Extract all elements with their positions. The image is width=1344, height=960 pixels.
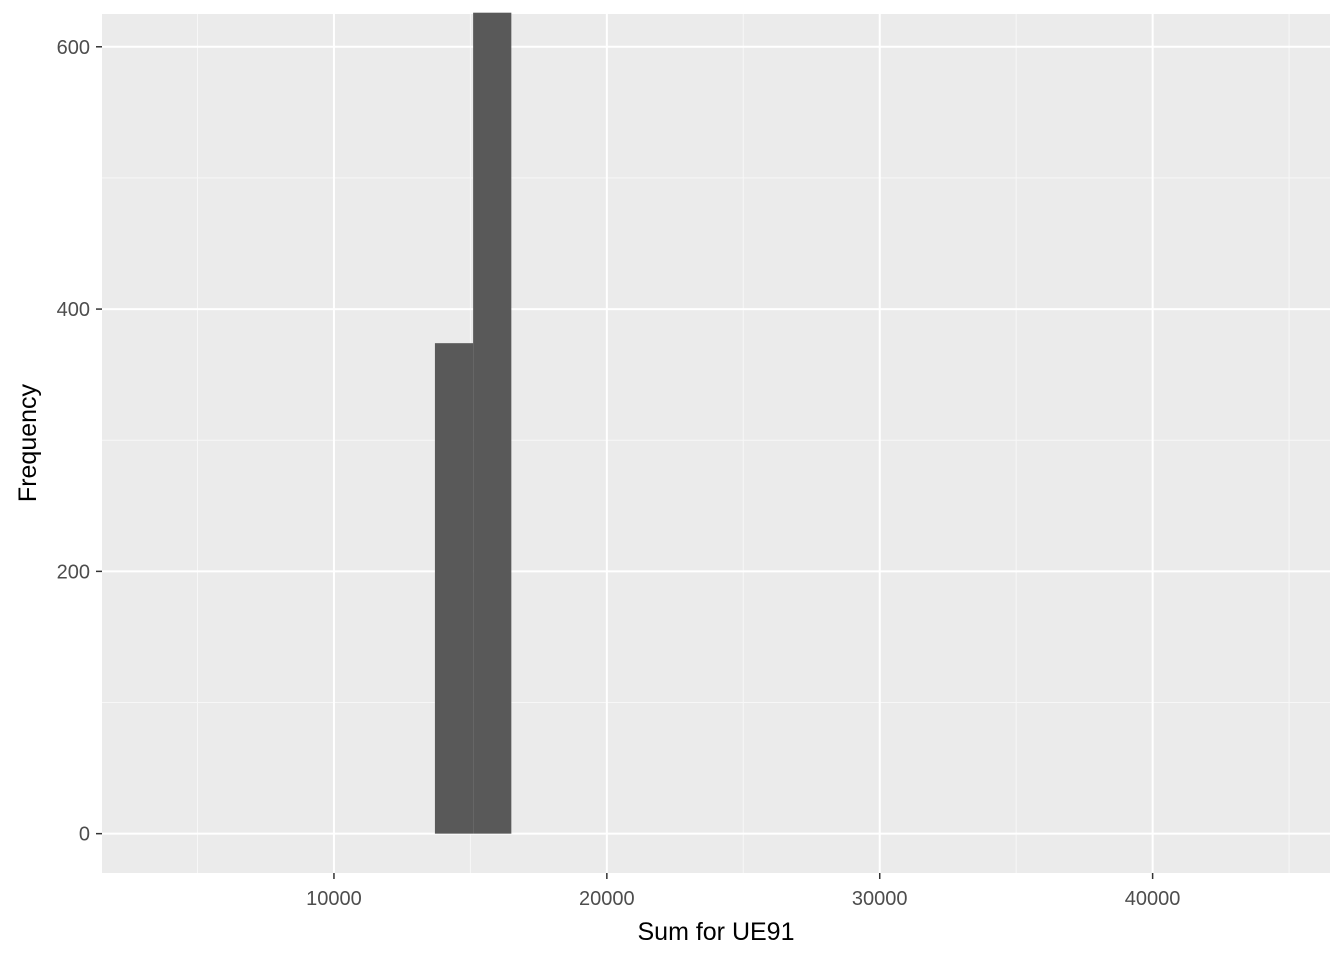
- y-tick-label: 0: [79, 824, 90, 846]
- y-tick-label: 400: [57, 299, 90, 321]
- y-tick-label: 200: [57, 561, 90, 583]
- x-tick-label: 40000: [1125, 888, 1181, 910]
- histogram-bar: [473, 12, 512, 834]
- x-tick-label: 30000: [852, 888, 908, 910]
- x-tick-label: 10000: [306, 888, 362, 910]
- x-axis: 10000 20000 30000 40000: [306, 873, 1180, 910]
- major-grid: [102, 14, 1330, 873]
- y-axis: 0 200 400 600: [57, 37, 102, 846]
- x-axis-title: Sum for UE91: [637, 918, 794, 946]
- y-axis-title: Frequency: [14, 383, 42, 502]
- histogram-bars: [434, 12, 512, 834]
- histogram-bar: [434, 343, 474, 834]
- minor-grid: [102, 14, 1330, 873]
- plot-panel: [102, 14, 1330, 873]
- y-tick-label: 600: [57, 37, 90, 59]
- x-tick-label: 20000: [579, 888, 635, 910]
